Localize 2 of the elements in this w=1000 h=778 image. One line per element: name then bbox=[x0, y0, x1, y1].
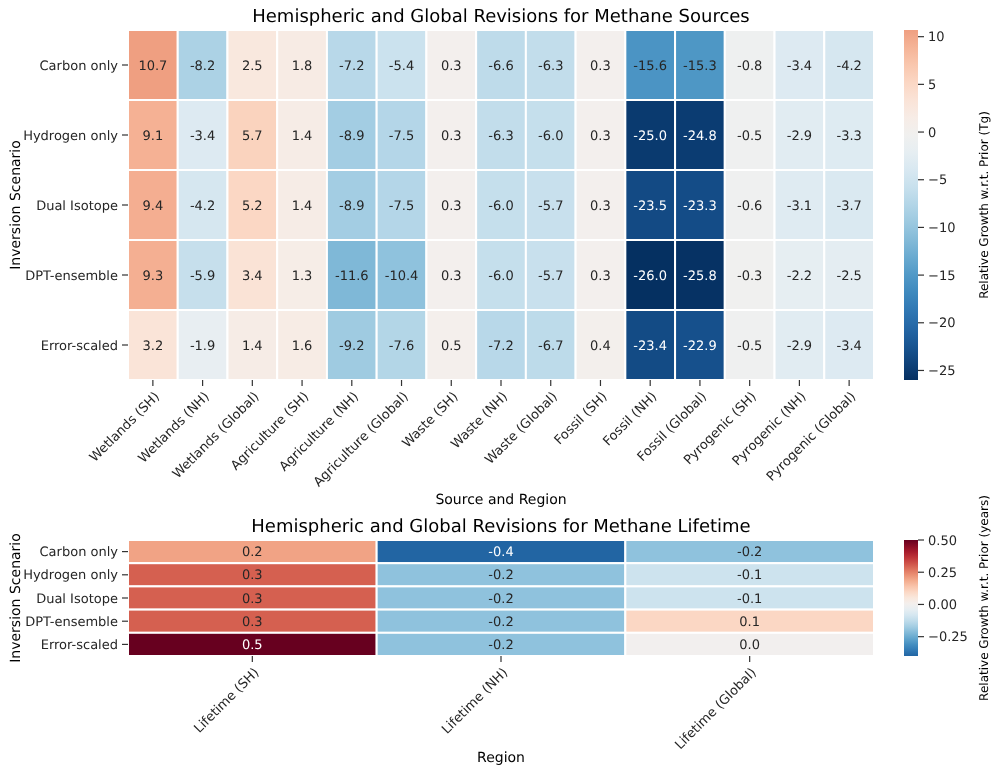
chart-title: Hemispheric and Global Revisions for Methane Lifetime bbox=[251, 518, 752, 538]
chart-title: Hemispheric and Global Revisions for Methane Sources bbox=[252, 8, 751, 28]
